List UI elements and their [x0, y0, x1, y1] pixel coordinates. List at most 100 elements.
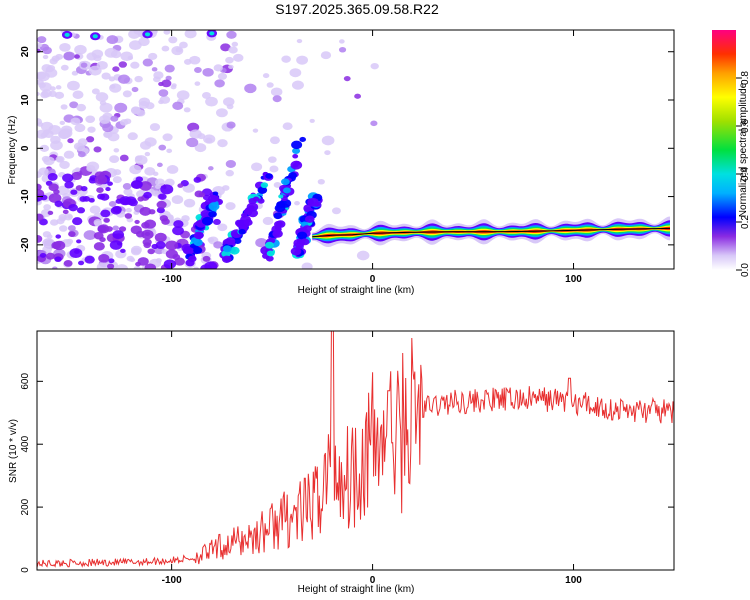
heatmap-cell [59, 43, 71, 52]
heatmap-cell [292, 147, 301, 155]
heatmap-cell [49, 86, 56, 91]
heatmap-cell [248, 197, 257, 205]
heatmap-cell [77, 138, 88, 146]
heatmap-cell [222, 245, 232, 253]
heatmap-cell [40, 194, 48, 201]
heatmap-cell [281, 55, 291, 63]
heatmap-cell [100, 209, 111, 218]
snr-series-line [37, 331, 674, 568]
heatmap-cell [274, 225, 282, 231]
heatmap-cell [40, 91, 50, 99]
heatmap-cell [208, 210, 217, 218]
heatmap-cell [317, 178, 325, 185]
heatmap-cell [184, 30, 197, 39]
heatmap-cell [162, 133, 173, 142]
heatmap-cell [114, 102, 128, 113]
heatmap-cell [135, 230, 145, 238]
colorbar-label: Normalized spectral amplitude [738, 82, 749, 217]
heatmap-cell [304, 215, 315, 223]
heatmap-cell [86, 164, 96, 172]
heatmap-cell [110, 115, 119, 122]
heatmap-cells [37, 30, 379, 269]
heatmap-frame [36, 29, 675, 270]
heatmap-cell [89, 205, 101, 214]
heatmap-cell [213, 64, 223, 72]
heatmap-cell [76, 239, 82, 244]
heatmap-cell [59, 160, 70, 169]
heatmap-cell [221, 255, 232, 263]
heatmap-cell [48, 193, 62, 203]
heatmap-cell [179, 41, 188, 49]
heatmap-cell [133, 265, 142, 269]
heatmap-cell [134, 219, 140, 224]
heatmap-cell [225, 169, 234, 177]
heatmap-cell [212, 218, 221, 226]
heatmap-cell [343, 75, 351, 82]
heatmap-cell [112, 230, 125, 240]
y-tick-label: 600 [20, 373, 31, 390]
heatmap-cell [144, 263, 157, 269]
heatmap-cell [370, 120, 378, 127]
heatmap-cell [135, 261, 142, 267]
heatmap-cell [38, 167, 49, 176]
heatmap-cell [50, 135, 61, 144]
heatmap-cell [112, 205, 122, 214]
heatmap-cell [201, 216, 214, 226]
heatmap-cell [163, 259, 177, 269]
heatmap-cell [112, 176, 122, 184]
heatmap-cell [37, 129, 48, 139]
heatmap-cell [37, 91, 40, 97]
heatmap-cell [238, 219, 250, 229]
ridge-line [312, 227, 671, 238]
heatmap-cell [142, 58, 153, 67]
heatmap-cell [269, 136, 280, 145]
heatmap-x-label: Height of straight line (km) [298, 285, 415, 296]
heatmap-cell [214, 79, 225, 88]
heatmap-cell [96, 61, 108, 70]
y-tick-label: 400 [20, 435, 31, 452]
colorbar-tick-label: 0.4 [740, 167, 750, 181]
heatmap-cell [41, 155, 50, 163]
heatmap-cell [289, 68, 302, 78]
heatmap-cell [156, 207, 165, 214]
heatmap-cell [96, 187, 104, 193]
heatmap-cell [296, 38, 303, 44]
heatmap-cell [75, 144, 85, 152]
heatmap-cell [83, 230, 97, 240]
heatmap-cell [194, 81, 201, 86]
heatmap-cell [37, 235, 43, 243]
heatmap-cell [74, 44, 87, 55]
heatmap-cell [54, 91, 65, 99]
heatmap-cell [183, 198, 196, 208]
heatmap-cell [74, 54, 80, 59]
heatmap-cell [134, 75, 143, 83]
heatmap-cell [144, 219, 157, 229]
heatmap-cell [70, 189, 78, 195]
heatmap-cell [220, 43, 231, 52]
heatmap-cell [209, 31, 215, 36]
snr-frame [36, 330, 675, 571]
heatmap-cell [223, 97, 235, 107]
heatmap-cell [252, 128, 259, 133]
colorbar-tick-label: 0.2 [740, 215, 750, 229]
heatmap-cell [302, 225, 312, 233]
heatmap-cell [76, 207, 86, 214]
snr-x-ticks: -100 0 100 [162, 331, 582, 586]
heatmap-cell [158, 144, 167, 151]
heatmap-cell [197, 133, 206, 140]
heatmap-cell [356, 250, 370, 261]
heatmap-cell [66, 238, 74, 245]
heatmap-cell [69, 248, 83, 259]
heatmap-cell [109, 240, 123, 250]
heatmap-cell [79, 196, 87, 202]
x-tick-label: -100 [162, 575, 182, 586]
heatmap-cell [144, 231, 151, 237]
heatmap-cell [233, 237, 242, 245]
x-tick-label: 100 [565, 575, 582, 586]
heatmap-cell [76, 103, 87, 112]
heatmap-cell [205, 137, 213, 143]
heatmap-cell [64, 32, 70, 37]
heatmap-cell [109, 84, 116, 89]
heatmap-cell [99, 115, 111, 124]
heatmap-cell [85, 115, 96, 124]
